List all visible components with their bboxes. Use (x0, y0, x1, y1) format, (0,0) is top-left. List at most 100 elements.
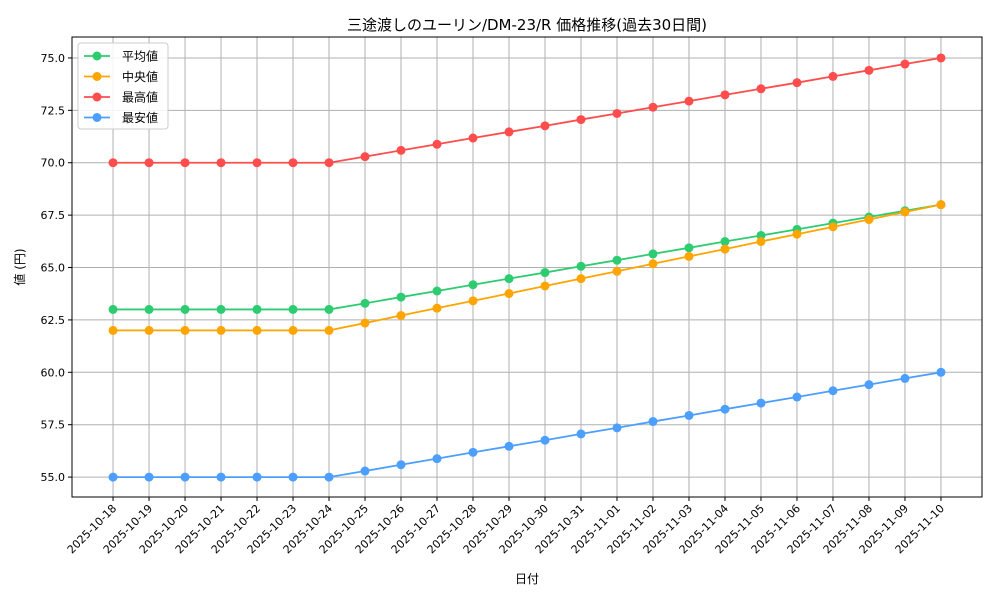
data-point (540, 268, 550, 278)
data-point (684, 251, 694, 261)
data-point (720, 244, 730, 254)
data-point (756, 398, 766, 408)
data-point (360, 152, 370, 162)
data-point (288, 158, 298, 168)
data-point (828, 71, 838, 81)
data-point (900, 373, 910, 383)
data-point (216, 472, 226, 482)
series-line (113, 371, 942, 478)
data-point (396, 145, 406, 155)
y-tick-label: 67.5 (41, 209, 66, 222)
data-point (792, 229, 802, 239)
data-point (576, 115, 586, 125)
data-point (576, 429, 586, 439)
data-point (576, 274, 586, 284)
data-point (108, 472, 118, 482)
data-point (648, 417, 658, 427)
data-point (612, 108, 622, 118)
legend-label: 最高値 (122, 90, 158, 105)
data-point (864, 380, 874, 390)
data-point (612, 255, 622, 265)
data-point (324, 472, 334, 482)
data-point (900, 207, 910, 217)
data-point (936, 200, 946, 210)
data-point (648, 259, 658, 269)
y-axis: 55.0 57.5 60.0 62.5 65.0 67.5 70.0 72.5 75.0 (41, 52, 72, 484)
data-point (324, 325, 334, 335)
legend-box (77, 42, 169, 130)
legend-marker (92, 92, 102, 102)
data-point (252, 304, 262, 314)
data-point (360, 466, 370, 476)
data-point (468, 133, 478, 143)
legend-item: 最高値 (84, 90, 158, 105)
data-point (360, 298, 370, 308)
data-point (756, 237, 766, 247)
data-point (180, 304, 190, 314)
y-tick-label: 57.5 (41, 419, 66, 432)
legend-marker (92, 113, 102, 122)
data-point (144, 304, 154, 314)
y-tick-label: 55.0 (41, 471, 66, 484)
data-point (288, 304, 298, 314)
y-axis-label: 値 (円) (12, 248, 27, 285)
y-tick-label: 62.5 (41, 314, 66, 327)
data-point (792, 78, 802, 88)
series-1 (108, 200, 946, 335)
data-point (180, 158, 190, 168)
data-point (108, 304, 118, 314)
data-point (432, 286, 442, 296)
legend-item: 最安値 (84, 110, 158, 125)
data-point (216, 158, 226, 168)
data-point (468, 280, 478, 290)
y-tick-label: 72.5 (41, 104, 66, 117)
legend-marker (92, 51, 102, 61)
data-point (612, 266, 622, 276)
data-point (144, 158, 154, 168)
data-point (324, 158, 334, 168)
series-3 (108, 367, 946, 482)
data-point (468, 447, 478, 457)
data-point (180, 325, 190, 335)
y-tick-label: 75.0 (41, 52, 66, 65)
data-point (252, 158, 262, 168)
data-point (324, 304, 334, 314)
data-point (720, 90, 730, 100)
data-point (504, 127, 514, 137)
data-point (432, 139, 442, 149)
grid (72, 37, 982, 497)
legend-label: 中央値 (122, 69, 158, 84)
data-point (288, 325, 298, 335)
data-point (108, 325, 118, 335)
data-point (720, 237, 730, 247)
data-point (144, 325, 154, 335)
data-point (540, 281, 550, 291)
data-point (864, 65, 874, 75)
x-axis-label: 日付 (515, 572, 539, 586)
legend-item: 平均値 (84, 49, 158, 64)
data-point (504, 441, 514, 451)
legend-item: 中央値 (84, 69, 158, 84)
data-point (648, 102, 658, 112)
data-point (144, 472, 154, 482)
data-point (504, 274, 514, 284)
legend-label: 最安値 (122, 110, 158, 125)
data-point (900, 59, 910, 69)
data-point (360, 318, 370, 328)
plot-frame (71, 36, 983, 498)
data-point (216, 325, 226, 335)
data-point (684, 410, 694, 420)
legend-label: 平均値 (122, 49, 158, 64)
series-2 (108, 53, 946, 168)
data-point (792, 392, 802, 402)
data-point (864, 215, 874, 225)
data-point (828, 386, 838, 396)
data-point (216, 304, 226, 314)
y-tick-label: 65.0 (41, 262, 66, 275)
data-point (108, 158, 118, 168)
series-line (113, 57, 942, 164)
data-point (540, 435, 550, 445)
data-point (180, 472, 190, 482)
